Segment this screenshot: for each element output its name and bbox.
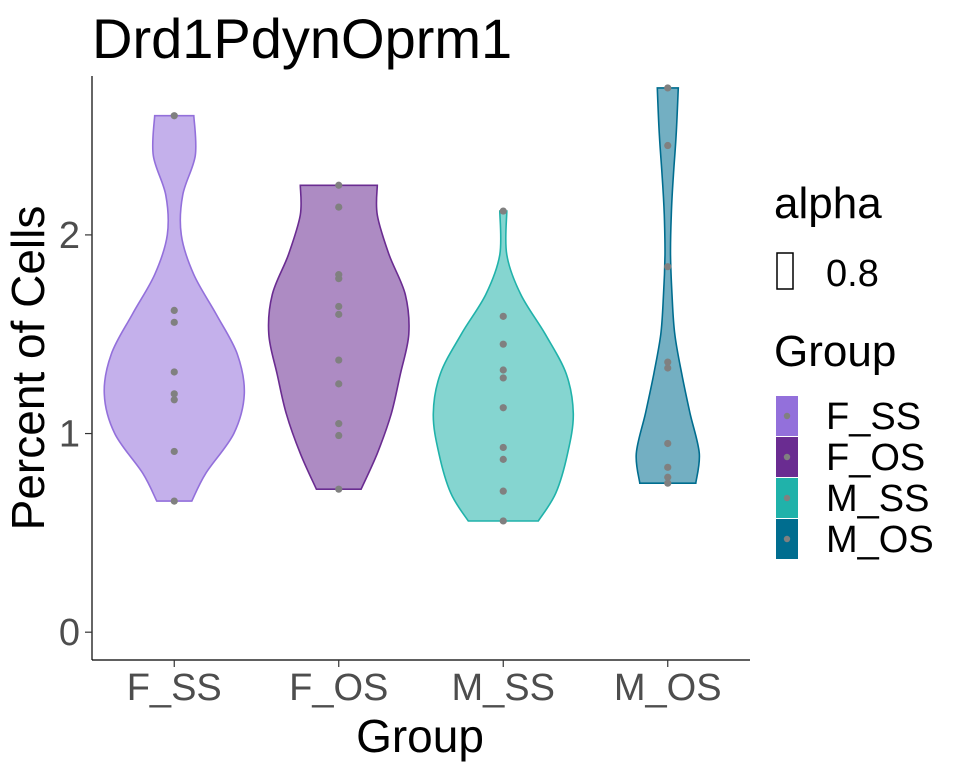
points-layer bbox=[170, 84, 672, 525]
data-point bbox=[664, 479, 672, 487]
data-point bbox=[170, 396, 178, 404]
chart-title: Drd1PdynOprm1 bbox=[92, 7, 512, 70]
data-point bbox=[335, 431, 343, 440]
axes bbox=[91, 76, 750, 661]
data-point bbox=[335, 275, 343, 283]
legend-group-title: Group bbox=[774, 327, 896, 376]
data-point bbox=[335, 380, 343, 388]
violin-m-ss bbox=[432, 210, 575, 522]
x-tick-label: F_OS bbox=[289, 667, 388, 709]
data-point bbox=[499, 443, 507, 452]
data-point bbox=[499, 340, 507, 348]
violin-f-os bbox=[267, 184, 410, 490]
data-point bbox=[499, 455, 507, 463]
data-point bbox=[499, 517, 507, 525]
data-point bbox=[170, 368, 178, 376]
legend-key-point bbox=[783, 535, 791, 543]
legend-alpha-label: 0.8 bbox=[826, 253, 879, 295]
data-point bbox=[664, 84, 672, 92]
data-point bbox=[170, 112, 178, 120]
data-point bbox=[499, 312, 507, 320]
data-point bbox=[170, 497, 178, 505]
data-point bbox=[335, 356, 343, 364]
legend-alpha-key bbox=[776, 252, 794, 290]
y-tick-label: 2 bbox=[59, 215, 80, 257]
violin-m-os bbox=[635, 87, 701, 484]
x-tick-label: M_OS bbox=[614, 667, 722, 709]
data-point bbox=[664, 364, 672, 372]
legend-key-point bbox=[783, 494, 791, 502]
x-axis-title: Group bbox=[356, 710, 484, 762]
legend-label: F_OS bbox=[826, 437, 925, 479]
data-point bbox=[170, 390, 178, 398]
x-tick-label: F_SS bbox=[127, 667, 222, 709]
data-point bbox=[170, 306, 178, 314]
x-tick-label: M_SS bbox=[452, 667, 555, 709]
legend-label: F_SS bbox=[826, 396, 921, 438]
y-ticks: 0 1 2 bbox=[59, 215, 92, 654]
data-point bbox=[335, 420, 343, 428]
legend: alpha 0.8 Group F_SSF_OSM_SSM_OS bbox=[774, 179, 934, 561]
data-point bbox=[170, 447, 178, 456]
x-ticks: F_SS F_OS M_SS M_OS bbox=[127, 660, 722, 709]
data-point bbox=[499, 404, 507, 412]
legend-label: M_OS bbox=[826, 519, 934, 561]
data-point bbox=[499, 487, 507, 495]
y-tick-label: 1 bbox=[59, 414, 80, 456]
data-point bbox=[335, 485, 343, 493]
data-point bbox=[335, 310, 343, 318]
legend-alpha-title: alpha bbox=[774, 179, 882, 228]
data-point bbox=[664, 141, 672, 150]
data-point bbox=[170, 318, 178, 326]
violins-layer bbox=[103, 87, 701, 522]
data-point bbox=[499, 207, 507, 215]
data-point bbox=[499, 366, 507, 374]
data-point bbox=[335, 181, 343, 189]
data-point bbox=[664, 463, 672, 471]
data-point bbox=[664, 358, 672, 366]
data-point bbox=[664, 263, 672, 271]
y-tick-label: 0 bbox=[59, 612, 80, 654]
data-point bbox=[335, 203, 343, 211]
data-point bbox=[499, 374, 507, 382]
data-point bbox=[664, 439, 672, 448]
y-axis-title: Percent of Cells bbox=[2, 206, 54, 531]
data-point bbox=[664, 473, 672, 481]
legend-key-point bbox=[783, 412, 791, 420]
legend-label: M_SS bbox=[826, 478, 929, 520]
legend-group-items: F_SSF_OSM_SSM_OS bbox=[776, 396, 934, 561]
legend-key-point bbox=[783, 453, 791, 461]
data-point bbox=[335, 302, 343, 311]
